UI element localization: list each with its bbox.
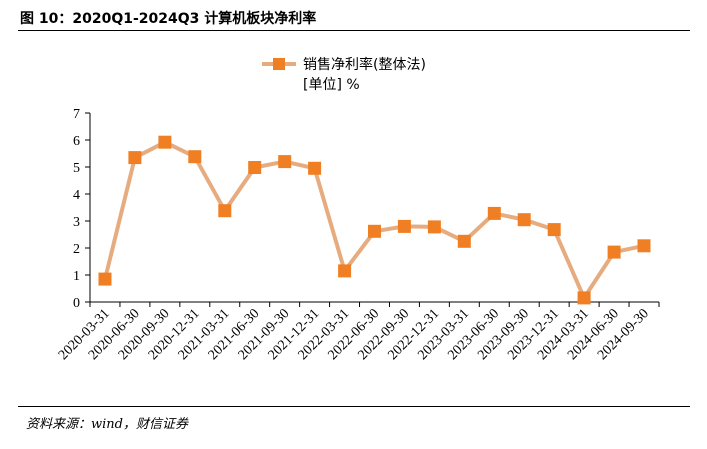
y-tick-label: 4 (73, 188, 80, 203)
y-tick-label: 5 (73, 161, 80, 176)
data-point-marker (427, 220, 441, 234)
top-rule (18, 30, 690, 31)
data-point-marker (308, 161, 322, 175)
data-point-marker (188, 150, 202, 164)
data-point-marker (457, 234, 471, 248)
data-point-marker (577, 291, 591, 305)
data-point-marker (637, 239, 651, 253)
y-tick-label: 1 (73, 269, 80, 284)
y-tick-label: 2 (73, 242, 80, 257)
chart-axes (85, 112, 660, 307)
bottom-rule (18, 406, 690, 407)
source-note: 资料来源：wind，财信证券 (26, 417, 188, 432)
data-point-marker (128, 151, 142, 165)
data-point-marker (248, 161, 262, 174)
series-line (103, 140, 645, 300)
series-group (98, 135, 651, 305)
data-point-marker (368, 224, 381, 238)
data-point-marker (218, 204, 232, 218)
y-tick-label: 7 (73, 107, 80, 122)
figure-title: 图 10：2020Q1-2024Q3 计算机板块净利率 (20, 11, 317, 27)
chart-legend: 销售净利率(整体法) [单位] % (262, 56, 426, 93)
data-point-marker (278, 155, 292, 169)
data-point-marker (517, 213, 531, 227)
data-point-marker (338, 264, 352, 278)
data-point-marker (487, 206, 501, 220)
y-tick-label: 3 (73, 215, 80, 230)
legend-series-name: 销售净利率(整体法) (303, 56, 426, 73)
legend-marker-swatch (273, 58, 285, 70)
data-point-marker (158, 135, 172, 149)
data-point-marker (607, 245, 621, 259)
y-tick-label: 6 (73, 134, 80, 149)
y-tick-label: 0 (73, 296, 80, 311)
y-tick-labels: 0 1 2 3 4 5 6 7 (73, 107, 80, 311)
data-point-marker (397, 219, 411, 233)
x-tick-labels: 2020-03-312020-06-302020-09-302020-12-31… (56, 306, 652, 363)
data-point-marker (547, 223, 561, 237)
data-point-marker (98, 272, 112, 286)
legend-unit: [单位] % (303, 77, 360, 93)
